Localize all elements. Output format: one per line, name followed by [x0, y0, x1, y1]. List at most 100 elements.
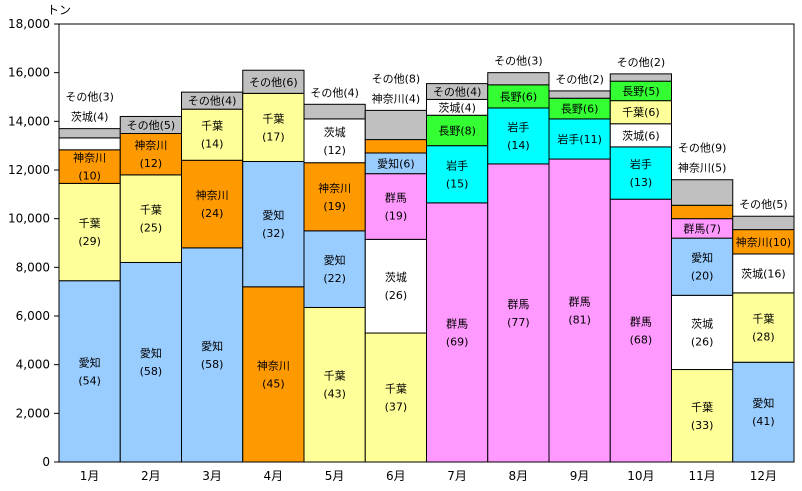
bar-segment — [58, 128, 121, 139]
segment-label: (26) — [385, 289, 408, 302]
segment-label: (29) — [78, 235, 101, 248]
segment-label: 神奈川 — [73, 151, 106, 165]
segment-label-outside: 茨城(4) — [71, 110, 109, 124]
x-tick-label: 1月 — [80, 469, 100, 483]
segment-label: 愛知 — [140, 346, 162, 360]
segment-label: (81) — [568, 314, 591, 327]
bar-segment — [732, 215, 795, 231]
segment-label: (32) — [262, 227, 285, 240]
x-tick-label: 10月 — [627, 469, 654, 483]
segment-label: (41) — [752, 415, 775, 428]
bar-segment — [609, 146, 672, 200]
bar-segment — [364, 332, 427, 463]
bar-segment — [671, 369, 734, 463]
bar-segment — [303, 162, 366, 232]
segment-label: 長野(5) — [622, 85, 660, 98]
segment-label: (19) — [385, 210, 408, 223]
bar-segment — [364, 238, 427, 334]
x-tick-label: 4月 — [264, 469, 284, 483]
segment-label: 群馬 — [569, 295, 591, 309]
bar-segment — [303, 103, 366, 120]
segment-label: 群馬 — [446, 316, 468, 330]
segment-label: 愛知 — [691, 251, 713, 265]
segment-label: 愛知 — [201, 339, 223, 353]
segment-label: 千葉 — [385, 382, 407, 396]
segment-label: 茨城(16) — [741, 266, 786, 280]
y-tick-label: 4,000 — [16, 358, 50, 372]
segment-label: 神奈川 — [134, 138, 167, 152]
segment-label: 愛知 — [262, 208, 284, 222]
bar-segment — [487, 72, 550, 86]
segment-label: 神奈川(10) — [736, 235, 792, 249]
y-unit-label: トン — [47, 3, 71, 17]
segment-label: (68) — [630, 334, 653, 347]
y-tick-label: 8,000 — [16, 260, 50, 274]
segment-label: (22) — [323, 272, 346, 285]
segment-label: 千葉 — [140, 203, 162, 217]
segment-label: 愛知 — [752, 396, 774, 410]
segment-label: 長野(6) — [561, 103, 599, 116]
bar-segment — [119, 261, 182, 463]
segment-label: 神奈川 — [196, 188, 229, 202]
bar-segment — [732, 361, 795, 463]
segment-label: 神奈川 — [318, 181, 351, 195]
segment-label: (37) — [385, 401, 408, 414]
bar-segment — [242, 160, 305, 288]
y-tick-label: 12,000 — [8, 163, 50, 177]
y-tick-label: 18,000 — [8, 17, 50, 31]
y-axis: 0 2,000 4,000 6,000 8,000 10,000 12,000 14,000 1… — [8, 17, 59, 469]
bar-segment — [671, 237, 734, 296]
segment-label: 長野(8) — [438, 124, 476, 137]
segment-label: 岩手(11) — [557, 132, 602, 146]
bar-segment — [303, 118, 366, 164]
segment-label: (58) — [140, 365, 163, 378]
bar-segment — [58, 280, 121, 463]
bar-segment — [426, 202, 489, 463]
segment-label: 茨城 — [385, 270, 407, 284]
segment-label: 群馬 — [507, 297, 529, 311]
segment-label: (25) — [140, 222, 163, 235]
segment-label-outside: その他(4) — [310, 86, 359, 99]
segment-label: 千葉 — [262, 111, 284, 125]
segment-label: その他(4) — [188, 95, 237, 108]
bar-segment — [487, 163, 550, 463]
segment-label: 千葉 — [691, 400, 713, 414]
segment-label: 千葉 — [752, 312, 774, 326]
segment-label-outside: その他(2) — [617, 56, 666, 69]
segment-label: (13) — [630, 176, 653, 189]
segment-label-outside: その他(3) — [65, 91, 114, 104]
segment-label: (17) — [262, 130, 285, 143]
segment-label: (14) — [507, 139, 530, 152]
bar-segment — [609, 73, 672, 82]
segment-label: 千葉 — [201, 119, 223, 133]
bar-segment — [303, 306, 366, 463]
segment-label: 千葉(6) — [622, 105, 660, 119]
segment-label: (12) — [140, 157, 163, 170]
segment-label: 岩手 — [446, 158, 468, 172]
y-tick-label: 16,000 — [8, 66, 50, 80]
segment-label: (20) — [691, 270, 714, 283]
x-axis: 1月 2月 3月 4月 5月 6月 7月 8月 9月 10月 11月 12月 — [80, 469, 777, 483]
segment-label: 愛知 — [79, 355, 101, 369]
segment-label: 群馬(7) — [683, 221, 721, 235]
segment-labels: 愛知(54)千葉(29)神奈川(10)その他(3)茨城(4)愛知(58)千葉(2… — [65, 55, 791, 432]
segment-label-outside: その他(3) — [494, 55, 543, 68]
bar-segment — [58, 182, 121, 282]
y-tick-label: 0 — [42, 455, 50, 469]
segment-label: (77) — [507, 316, 530, 329]
segment-label: (45) — [262, 377, 285, 390]
segment-label-outside: 神奈川(5) — [678, 161, 727, 175]
bar-segment — [548, 158, 611, 463]
segment-label: 千葉 — [79, 216, 101, 230]
segment-label: 千葉 — [324, 369, 346, 383]
bar-segment — [242, 92, 305, 162]
segment-label-outside: その他(9) — [678, 142, 727, 155]
segment-label: 岩手 — [630, 157, 652, 171]
segment-label: その他(6) — [249, 76, 298, 89]
bar-segment — [364, 139, 427, 154]
bar-segment — [181, 108, 244, 161]
segment-label: (10) — [78, 170, 101, 183]
bar-segment — [732, 229, 795, 255]
segment-label: 群馬 — [630, 315, 652, 329]
segment-label: 茨城 — [324, 125, 346, 139]
